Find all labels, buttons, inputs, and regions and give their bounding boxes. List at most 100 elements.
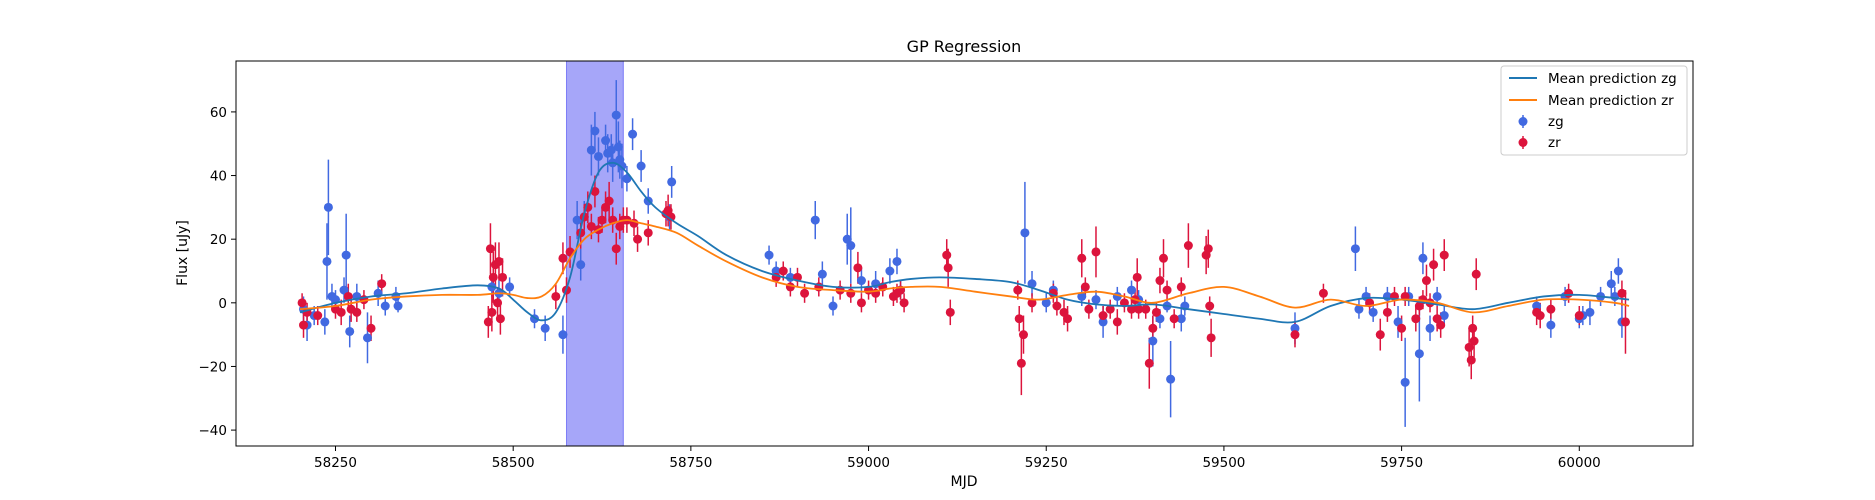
data-point-zg [1368, 307, 1378, 317]
data-point-zr [1290, 330, 1300, 340]
data-point-zr [899, 298, 909, 308]
x-tick-label: 59750 [1380, 455, 1423, 471]
data-point-zg [1532, 301, 1542, 311]
data-point-zg [593, 151, 603, 161]
data-point-zg [1027, 279, 1037, 289]
data-point-zr [1203, 244, 1213, 254]
data-point-zg [1606, 279, 1616, 289]
plot-area-frame [235, 60, 1694, 447]
data-point-zg [1546, 320, 1556, 330]
data-point-zr [1466, 355, 1476, 365]
data-point-zg [1290, 323, 1300, 333]
data-point-zr [604, 196, 614, 206]
data-point-zr [666, 212, 676, 222]
data-point-zr [299, 320, 309, 330]
y-tick-label: −40 [199, 423, 228, 439]
y-tick-label: 20 [210, 232, 227, 248]
data-point-zr [611, 244, 621, 254]
data-point-zr [853, 263, 863, 273]
x-axis: 58250 58500 58750 59000 59250 59500 59750 60000 [314, 446, 1601, 471]
data-point-zr [1105, 304, 1115, 314]
data-point-zg [322, 256, 332, 266]
data-point-zr [778, 266, 788, 276]
data-point-zr [551, 291, 561, 301]
data-point-zr [1411, 314, 1421, 324]
data-point-zr [1098, 311, 1108, 321]
x-tick-label: 58750 [669, 455, 712, 471]
data-point-zr [1620, 317, 1630, 327]
data-point-zr [590, 186, 600, 196]
data-point-zg [576, 260, 586, 270]
data-point-zg [1425, 323, 1435, 333]
x-tick-label: 58250 [314, 455, 357, 471]
data-point-zg [885, 266, 895, 276]
data-point-zr [1469, 336, 1479, 346]
data-point-zr [498, 272, 508, 282]
data-point-zr [487, 307, 497, 317]
data-point-zr [1535, 311, 1545, 321]
data-point-zr [800, 288, 810, 298]
y-tick-label: 0 [218, 296, 227, 312]
x-tick-label: 59500 [1202, 455, 1245, 471]
legend: Mean prediction zg Mean prediction zr zg… [1500, 65, 1688, 156]
data-point-zr [1176, 282, 1186, 292]
data-point-zr [1617, 288, 1627, 298]
data-point-zg [846, 241, 856, 251]
data-point-zg [601, 136, 611, 146]
data-point-zg [764, 250, 774, 260]
data-point-zr [366, 323, 376, 333]
data-point-zr [1080, 282, 1090, 292]
data-point-zg [590, 126, 600, 136]
data-point-zr [1375, 330, 1385, 340]
data-point-zr [643, 228, 653, 238]
data-point-zr [1183, 241, 1193, 251]
data-point-zg [1148, 336, 1158, 346]
data-point-zg [1613, 266, 1623, 276]
x-tick-label: 60000 [1558, 455, 1601, 471]
data-point-zg [1127, 285, 1137, 295]
data-point-zr [1397, 323, 1407, 333]
legend-marker-zr [1518, 138, 1528, 147]
data-point-zg [1077, 291, 1087, 301]
data-point-zr [1169, 314, 1179, 324]
data-point-zg [856, 276, 866, 286]
data-point-zr [597, 215, 607, 225]
data-point-zr [943, 263, 953, 273]
data-point-zg [1585, 307, 1595, 317]
data-point-zg [1414, 349, 1424, 359]
data-point-zr [1205, 301, 1215, 311]
data-point-zr [1018, 330, 1028, 340]
data-point-zr [1471, 269, 1481, 279]
data-point-zr [343, 291, 353, 301]
y-axis-label: Flux [uJy] [175, 220, 191, 286]
data-point-zr [1382, 307, 1392, 317]
data-point-zg [572, 215, 582, 225]
x-tick-label: 58500 [492, 455, 535, 471]
legend-marker-zg [1518, 117, 1528, 126]
data-point-zr [1091, 247, 1101, 257]
data-point-zr [942, 250, 952, 260]
data-point-zg [505, 282, 515, 292]
data-point-zg [617, 161, 627, 171]
legend-label-zg: zg [1548, 114, 1564, 130]
data-point-zg [1432, 291, 1442, 301]
data-point-zr [1144, 358, 1154, 368]
data-point-zg [540, 323, 550, 333]
data-point-zr [1159, 253, 1169, 263]
legend-label-zr: zr [1548, 135, 1561, 151]
data-point-zg [636, 161, 646, 171]
data-point-zg [810, 215, 820, 225]
data-point-zr [1574, 311, 1584, 321]
data-point-zg [771, 266, 781, 276]
data-point-zr [485, 244, 495, 254]
mean-prediction-layer [299, 161, 1630, 324]
data-point-zr [1546, 304, 1556, 314]
data-point-zg [1041, 298, 1051, 308]
data-point-zr [1013, 285, 1023, 295]
data-point-zr [1063, 314, 1073, 324]
data-point-zr [1162, 285, 1172, 295]
data-point-zg [628, 129, 638, 139]
data-point-zg [558, 330, 568, 340]
data-point-zr [313, 311, 323, 321]
data-point-zg [1020, 228, 1030, 238]
